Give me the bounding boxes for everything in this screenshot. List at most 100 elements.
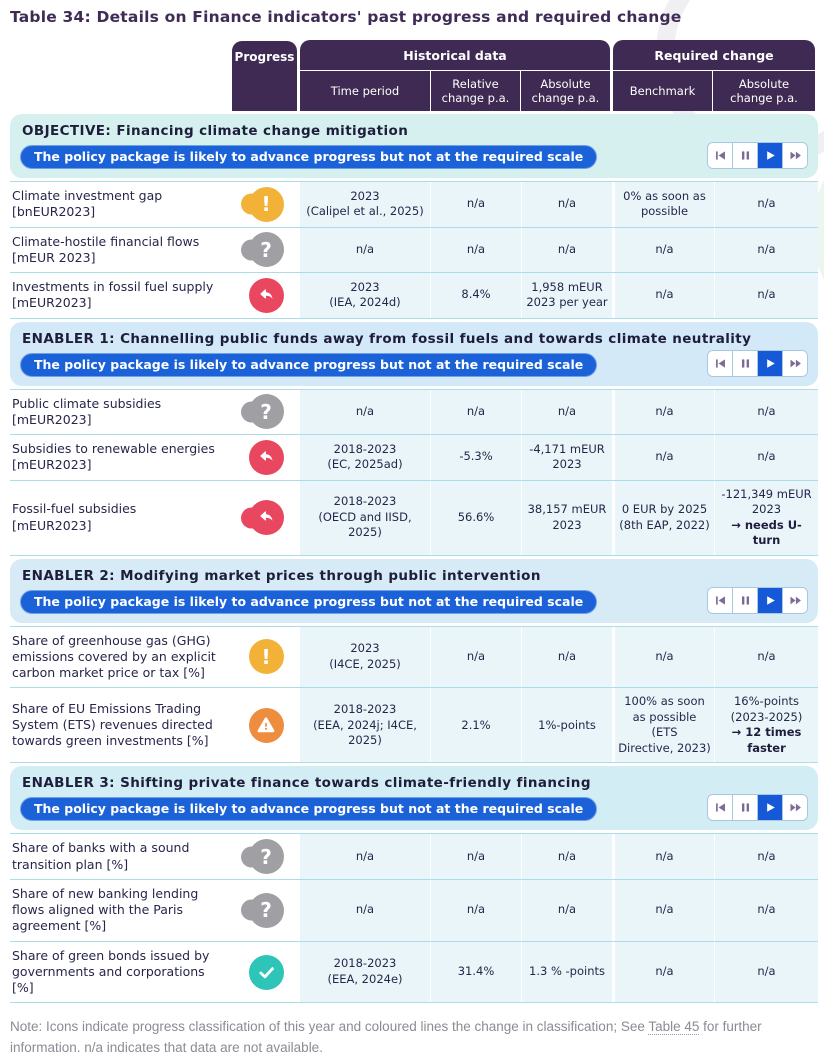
section-rows: Public climate subsidies [mEUR2023]? n/a n… [10, 388, 818, 556]
value-cell: n/a [612, 227, 714, 272]
fast-forward-button[interactable] [782, 143, 807, 168]
value-line: (EC, 2025ad) [327, 457, 403, 472]
column-header-progress: Progress [232, 41, 297, 111]
progress-cell: ? [232, 834, 300, 879]
section-title: ENABLER 1: Channelling public funds away… [22, 330, 752, 347]
value-line: n/a [557, 649, 577, 664]
value-line: 2018-2023 [333, 494, 397, 509]
progress-cell [232, 435, 300, 480]
progress-status-icon: ? [248, 839, 284, 875]
progress-status-icon [248, 954, 284, 990]
value-cell: n/a [714, 182, 818, 227]
progress-status-icon [248, 439, 284, 475]
progress-player-controls [707, 349, 808, 377]
progress-cell: ? [232, 880, 300, 941]
header-group-historical: Historical data Time period Relative cha… [300, 40, 610, 111]
fast-forward-button[interactable] [782, 350, 807, 376]
value-cell: 1.3 % -points [521, 941, 612, 1003]
indicator-row: Subsidies to renewable energies [mEUR202… [10, 435, 818, 481]
value-line: n/a [466, 902, 486, 917]
value-cell: 2023 (I4CE, 2025) [300, 626, 430, 688]
value-cell: -5.3% [430, 435, 521, 480]
skip-back-button[interactable] [708, 587, 732, 613]
value-line: n/a [466, 403, 486, 418]
column-header-absolute-change: Absolute change p.a. [520, 71, 610, 111]
progress-cell [232, 942, 300, 1003]
value-cell: n/a [430, 834, 521, 879]
value-line: 16%-points [733, 694, 800, 709]
play-button[interactable] [757, 587, 782, 613]
page-title: Table 34: Details on Finance indicators'… [10, 8, 682, 26]
u-turn-arrow-icon [259, 451, 272, 461]
indicator-name: Share of banks with a sound transition p… [12, 840, 190, 872]
pause-button[interactable] [732, 350, 757, 376]
value-line: n/a [557, 241, 577, 256]
play-button[interactable] [757, 143, 782, 168]
play-button[interactable] [757, 350, 782, 376]
fast-forward-icon [789, 151, 801, 160]
pause-button[interactable] [732, 143, 757, 168]
value-line: n/a [355, 403, 375, 418]
section-rows: Share of banks with a sound transition p… [10, 833, 818, 1004]
progress-cell [232, 481, 300, 555]
progress-status-icon: ? [248, 394, 284, 430]
value-line: n/a [557, 196, 577, 211]
skip-back-button[interactable] [708, 350, 732, 376]
value-cell: n/a [714, 879, 818, 941]
value-cell: n/a [521, 626, 612, 688]
pause-button[interactable] [732, 795, 757, 821]
value-line: 31.4% [457, 964, 495, 979]
progress-status-icon: ! [248, 186, 284, 222]
skip-back-button[interactable] [708, 795, 732, 821]
value-line: 2018-2023 [333, 702, 397, 717]
footnote: Note: Icons indicate progress classifica… [10, 1017, 810, 1058]
value-line: n/a [355, 848, 375, 863]
section-banner-objective: OBJECTIVE: Financing climate change miti… [10, 114, 818, 178]
table-header: Progress Historical data Time period Rel… [10, 40, 818, 111]
pause-icon [741, 803, 749, 812]
value-line: n/a [655, 964, 674, 979]
play-button[interactable] [757, 795, 782, 821]
value-cell: n/a [430, 182, 521, 227]
u-turn-arrow-icon [259, 289, 272, 299]
value-line: (Calipel et al., 2025) [306, 204, 424, 219]
fast-forward-button[interactable] [782, 795, 807, 821]
policy-status-badge: The policy package is likely to advance … [20, 352, 598, 377]
value-line: n/a [655, 649, 674, 664]
value-cell: 2018-2023 (OECD and IISD, 2025) [300, 480, 430, 555]
value-cell: n/a [521, 389, 612, 434]
value-line: 1,958 mEUR [531, 279, 603, 294]
fast-forward-button[interactable] [782, 587, 807, 613]
progress-status-icon: ! [248, 639, 284, 675]
value-cell: 2023 (Calipel et al., 2025) [300, 182, 430, 227]
value-line: 100% as soon [624, 694, 705, 709]
value-line: 1.3 % -points [529, 964, 605, 979]
value-line: n/a [757, 241, 776, 256]
column-header-relative-change: Relative change p.a. [430, 71, 520, 111]
question-icon: ? [260, 844, 272, 869]
section-banner-enabler1: ENABLER 1: Channelling public funds away… [10, 321, 818, 386]
value-cell: n/a [612, 834, 714, 879]
skip-back-icon [715, 803, 725, 812]
indicator-row: Public climate subsidies [mEUR2023]? n/a n… [10, 388, 818, 435]
value-line: n/a [557, 902, 577, 917]
value-line: 2023 per year [526, 295, 608, 310]
skip-back-button[interactable] [708, 143, 732, 168]
section-rows: Share of greenhouse gas (GHG) emissions … [10, 625, 818, 764]
play-icon [766, 151, 775, 160]
value-line: (8th EAP, 2022) [619, 517, 710, 532]
value-cell: n/a [714, 834, 818, 879]
value-line: (EEA, 2024e) [327, 972, 403, 986]
value-line: n/a [466, 196, 486, 211]
header-group-required: Required change Benchmark Absolute chang… [613, 40, 815, 111]
value-cell: n/a [612, 941, 714, 1003]
indicator-row: Share of banks with a sound transition p… [10, 833, 818, 880]
pause-button[interactable] [732, 587, 757, 613]
value-line: 2023 [350, 188, 380, 203]
value-cell: 16%-points (2023-2025) → 12 times faster [714, 688, 818, 763]
value-line: 2023 [751, 502, 782, 517]
section-banner-enabler3: ENABLER 3: Shifting private finance towa… [10, 766, 818, 831]
section-title: ENABLER 2: Modifying market prices throu… [22, 567, 541, 584]
table-45-link[interactable]: Table 45 [648, 1019, 700, 1036]
